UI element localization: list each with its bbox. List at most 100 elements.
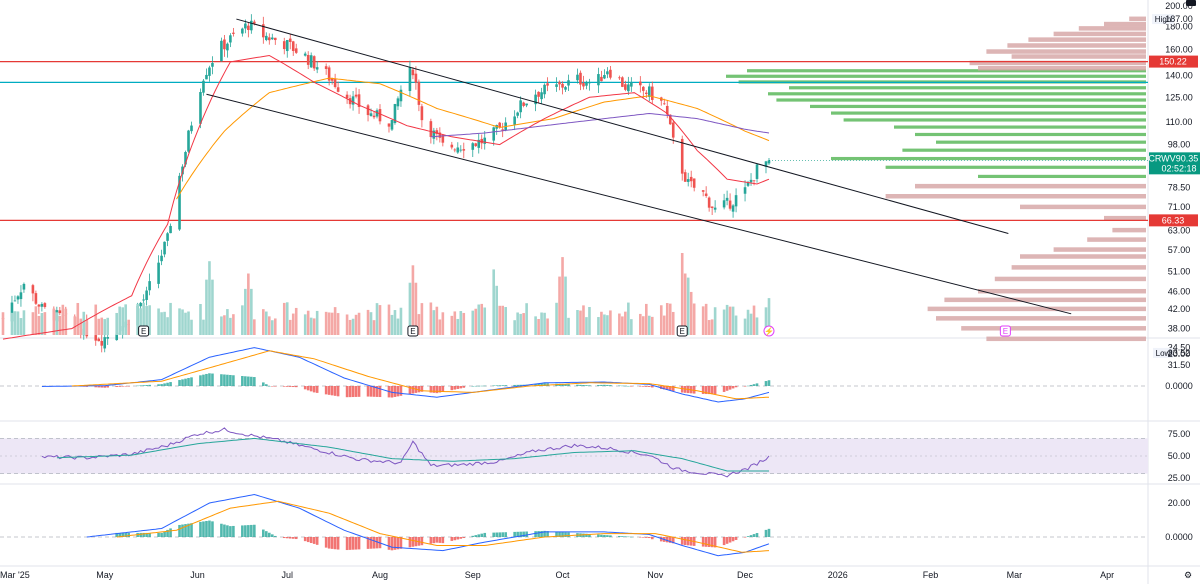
macd-histogram-bar [501, 385, 504, 386]
macd2-histogram-bar [432, 537, 436, 544]
macd-histogram-bar [480, 385, 484, 387]
macd2-histogram-bar [253, 524, 256, 537]
volume-bar [16, 311, 20, 335]
candle-up [22, 283, 26, 290]
volume-bar [483, 307, 487, 335]
volume-bar [597, 317, 600, 335]
macd-histogram-bar [564, 384, 567, 386]
macd-histogram-bar [411, 386, 415, 394]
macd2-histogram-bar [118, 532, 121, 537]
volume-profile-bar-down [986, 49, 1146, 54]
volume-profile-bar-down [1104, 21, 1146, 27]
candle-down [411, 69, 415, 76]
volume-bar [396, 318, 400, 335]
volume-bar [160, 312, 163, 335]
time-axis-tick: Jun [190, 570, 205, 580]
macd2-axis-tick: 0.0000 [1165, 532, 1193, 542]
candle-up [399, 89, 403, 102]
macd-axis-tick: 20.00 [1168, 349, 1191, 359]
candle-down [94, 335, 98, 341]
volume-bar [163, 311, 166, 335]
macd2-histogram-bar [645, 537, 648, 538]
macd-macd-line [41, 347, 770, 403]
volume-profile-bar-up [894, 125, 1146, 129]
candle-down [558, 81, 561, 85]
macd2-histogram-bar [743, 537, 747, 538]
macd2-histogram-bar [462, 537, 466, 539]
volume-bar [97, 318, 101, 335]
volume-bar [369, 312, 373, 335]
macd2-histogram-bar [564, 532, 567, 537]
macd-histogram-bar [169, 382, 172, 386]
macd2-histogram-bar [315, 537, 319, 545]
volume-bar [414, 282, 418, 335]
candle-down [642, 86, 645, 91]
volume-profile-bar-down [1007, 43, 1146, 48]
candle-down [665, 105, 669, 115]
macd-histogram-bar [707, 386, 711, 395]
macd-histogram-bar [291, 386, 295, 388]
candle-down [668, 114, 672, 125]
volume-bar [55, 312, 59, 335]
macd2-histogram-bar [519, 531, 522, 537]
macd-histogram-bar [94, 386, 98, 388]
volume-bar [306, 310, 310, 335]
candle-down [306, 54, 310, 65]
macd-histogram-bar [157, 384, 160, 386]
macd-histogram-bar [357, 386, 361, 397]
macd-histogram-bar [273, 386, 277, 387]
volume-bar [513, 320, 516, 335]
macd-histogram-bar [767, 380, 771, 386]
candle-up [369, 113, 373, 116]
volume-bar [498, 305, 501, 335]
macd-histogram-bar [199, 375, 202, 386]
candle-up [181, 166, 184, 175]
macd-histogram-bar [603, 384, 606, 386]
macd-histogram-bar [187, 378, 190, 386]
candle-up [190, 125, 193, 132]
macd2-histogram-bar [372, 537, 376, 549]
macd-histogram-bar [244, 376, 247, 386]
macd2-histogram-bar [725, 537, 729, 544]
macd2-histogram-bar [294, 537, 298, 540]
rsi-axis-tick: 25.00 [1168, 473, 1191, 483]
macd2-histogram-bar [683, 537, 687, 546]
candle-down [662, 103, 666, 105]
candle-up [19, 292, 23, 300]
candle-down [689, 176, 693, 182]
macd-histogram-bar [600, 384, 603, 386]
volume-bar [609, 310, 612, 335]
volume-bar [157, 308, 160, 335]
candle-up [393, 104, 397, 124]
candle-up [157, 262, 160, 284]
macd2-histogram-bar [618, 535, 621, 537]
time-axis-tick: 2026 [828, 570, 848, 580]
candle-down [462, 149, 466, 151]
candle-down [579, 72, 582, 85]
macd-histogram-bar [103, 386, 107, 388]
volume-bar [564, 276, 567, 335]
macd-histogram-bar [372, 386, 376, 397]
macd2-histogram-bar [270, 534, 274, 537]
volume-bar [725, 304, 729, 335]
volume-profile-bar-down [1129, 16, 1146, 22]
macd2-histogram-bar [767, 528, 771, 537]
volume-profile-bar-down [927, 306, 1146, 312]
candle-down [288, 38, 292, 43]
candle-down [348, 98, 352, 105]
candle-up [187, 130, 190, 152]
earnings-marker-label: E [141, 327, 146, 336]
volume-bar [429, 302, 433, 335]
macd-histogram-bar [375, 386, 379, 397]
macd2-histogram-bar [755, 533, 759, 537]
volume-bar [618, 313, 621, 335]
macd2-histogram-bar [588, 533, 591, 537]
volume-bar [294, 307, 298, 335]
channel-upper-line [236, 18, 1009, 234]
macd-histogram-bar [417, 386, 421, 393]
macd-histogram-bar [456, 386, 460, 389]
macd2-histogram-bar [396, 537, 400, 550]
macd2-histogram-bar [504, 532, 507, 537]
volume-bar [558, 276, 561, 335]
